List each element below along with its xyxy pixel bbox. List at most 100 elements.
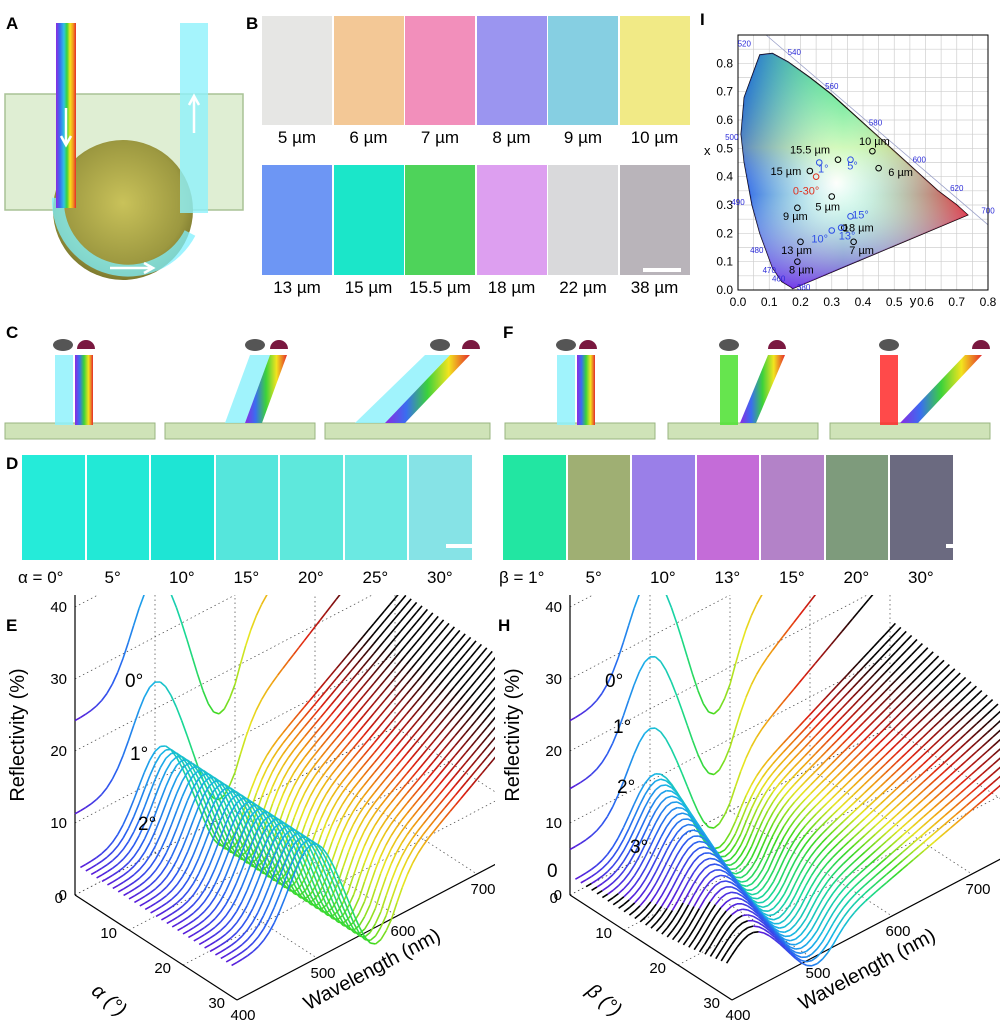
spectrum-curve [660,885,668,897]
spectrum-curve [831,775,838,782]
spectrum-curve [224,802,231,817]
spectrum-curve [422,826,430,835]
spectrum-curve [347,798,355,808]
spectrum-curve [768,926,775,934]
spectrum-curve [697,690,705,705]
spectrum-curve [676,794,683,802]
spectrum-curve [213,795,221,810]
spectrum-curve [374,795,381,804]
spectrum-curve [981,703,988,711]
spectrum-curve [821,881,829,890]
spectrum-curve [943,692,951,699]
spectrum-curve [857,675,865,683]
spectrum-curve [416,664,424,673]
spectrum-curve [384,712,392,721]
spectrum-curve [811,948,818,955]
spectrum-curve [836,769,844,777]
spectrum-curve [971,759,978,766]
spectrum-curve [916,690,924,697]
spectrum-curve [325,733,333,742]
spectrum-curve [714,854,721,861]
x-tick-label: 0.0 [730,295,747,309]
spectrum-curve [777,760,785,768]
spectrum-curve [793,751,801,759]
spectrum-curve [896,783,903,790]
spectrum-curve [836,787,844,794]
spectrum-curve [750,736,758,748]
spectrum-curve [389,597,396,606]
spectrum-curve [405,637,413,646]
spectrum-curve [938,669,945,676]
spectrum-curve [428,810,435,818]
spectrum-curve [128,855,135,864]
color-swatch [405,165,475,275]
spectrum-curve [358,774,365,783]
spectrum-curve [396,870,403,885]
spectrum-curve [811,939,818,948]
spectrum-curve [837,854,844,862]
spectrum-curve [644,820,652,833]
spectrum-curve [171,923,178,928]
spectrum-curve [666,909,674,919]
spectrum-curve [433,783,440,792]
spectrum-curve [772,757,779,765]
spectrum-curve [422,796,430,805]
spectrum-curve [176,876,184,885]
spectrum-curve [687,872,695,882]
spectrum-curve [96,860,103,866]
spectrum-curve [665,784,672,789]
spectrum-curve [724,832,731,843]
spectrum-curve [326,878,334,893]
spectrum-curve [239,737,247,755]
spectrum-curve [421,668,429,676]
eye-icon [879,339,899,351]
spectrum-curve [782,736,790,744]
spectrum-curve [443,741,451,749]
spectrum-curve [336,730,343,739]
spectrum-curve [106,683,114,694]
spectrum-curve [713,822,720,829]
spectrum-curve [101,848,108,855]
spectrum-curve [585,773,592,780]
spectrum-curve [320,770,327,779]
spectrum-curve [766,791,774,801]
spectrum-curve [460,771,467,780]
spectrum-curve [159,803,167,818]
spectrum-curve [842,781,849,789]
spectrum-curve [676,801,683,806]
spectrum-curve [949,760,957,767]
spectrum-curve [842,764,849,771]
spectrum-curve [107,881,114,886]
spectrum-curve [740,873,747,879]
spectrum-curve [612,858,619,867]
spectrum-curve [385,918,393,931]
spectrum-curve [848,844,855,851]
spectrum-curve [389,647,397,655]
spectrum-curve [352,791,360,800]
spectrum-curve [938,716,945,723]
spectrum-curve [421,628,429,637]
spectrum-curve [794,831,801,841]
spectrum-curve [470,699,478,708]
spectrum-curve [231,955,238,960]
spectrum-curve [165,806,173,822]
spectrum-curve [298,779,306,790]
spectrum-curve [278,837,285,852]
spectrum-curve [799,798,806,806]
spectrum-curve [332,864,339,877]
spectrum-curve [927,660,934,668]
spectrum-curve [400,654,407,662]
spectrum-curve [341,704,349,713]
spectrum-curve [245,816,253,831]
spectrum-curve [750,796,758,809]
spectrum-curve [848,877,855,885]
spectrum-curve [298,767,306,777]
spectrum-curve [799,863,807,874]
spectrum-curve [395,690,402,698]
spectrum-curve [459,653,466,661]
spectrum-curve [890,698,897,705]
spectrum-curve [911,750,919,757]
spectrum-curve [601,816,608,825]
spectrum-curve [763,928,770,934]
spectrum-curve [438,728,445,736]
